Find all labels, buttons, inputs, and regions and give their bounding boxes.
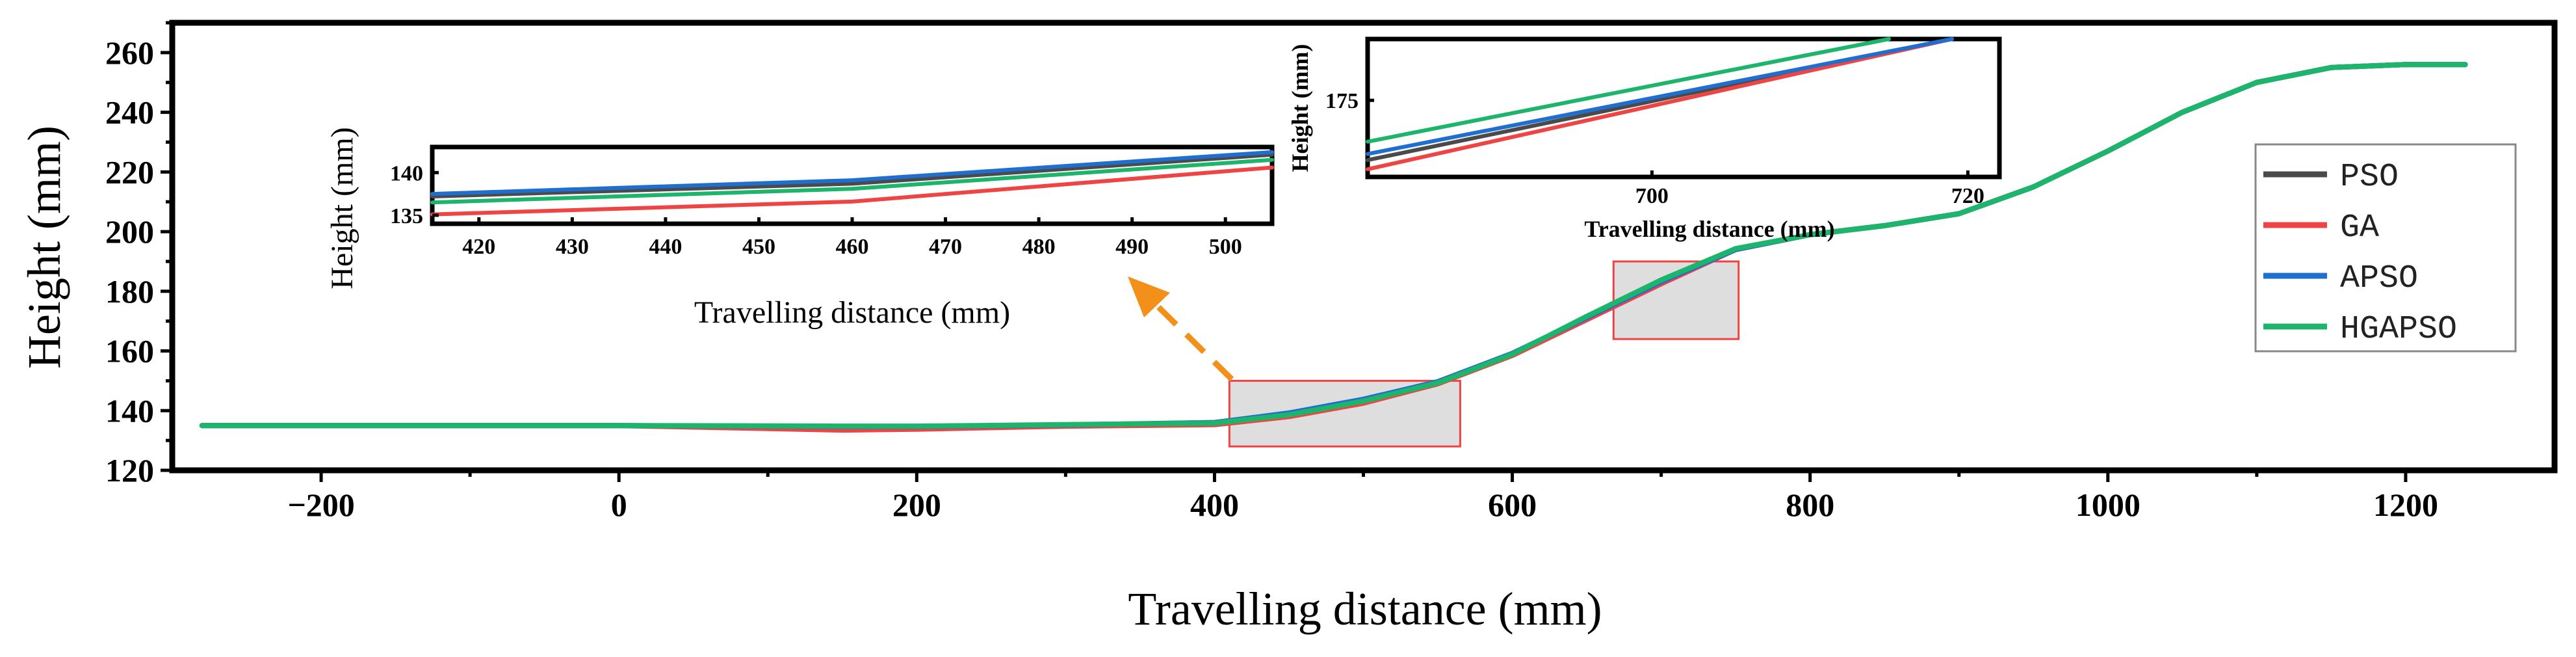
y-tick-label: 220 <box>105 154 154 190</box>
inset1-x-tick-label: 480 <box>1022 235 1056 259</box>
inset2-y-tick-label: 175 <box>1325 89 1359 113</box>
inset-2-y-ticks: 175 <box>1325 89 1374 113</box>
y-tick-label: 240 <box>105 94 154 131</box>
inset1-y-tick-label: 135 <box>390 204 423 228</box>
inset-2: 700 720 175 Travelling distance (mm) Heig… <box>1287 36 2002 242</box>
inset1-y-tick-label: 140 <box>390 161 423 185</box>
inset1-x-tick-label: 450 <box>742 235 775 259</box>
inset-1-y-title: Height (mm) <box>325 127 359 289</box>
inset-1: 420 430 440 450 460 470 480 490 500 135 140 Trave… <box>325 127 1275 330</box>
series-line-ga <box>199 62 2468 433</box>
x-tick-label: 1000 <box>2075 487 2140 523</box>
inset2-line-ga <box>1366 37 1955 172</box>
legend-label-pso: PSO <box>2340 159 2399 196</box>
inset1-line-apso <box>430 150 1274 196</box>
inset1-line-ga <box>430 165 1274 217</box>
inset1-x-tick-label: 430 <box>556 235 589 259</box>
main-series-group <box>199 62 2468 433</box>
legend-label-ga: GA <box>2340 209 2379 247</box>
inset1-x-tick-label: 420 <box>462 235 495 259</box>
inset-2-frame <box>1365 36 2002 180</box>
y-tick-label: 180 <box>105 273 154 310</box>
inset-1-x-ticks: 420 430 440 450 460 470 480 490 500 <box>462 217 1242 259</box>
x-tick-label: 0 <box>611 487 627 523</box>
x-tick-label: 800 <box>1786 487 1834 523</box>
series-line-apso <box>199 62 2468 429</box>
inset-1-y-ticks: 135 140 <box>390 161 439 228</box>
inset2-line-apso <box>1366 37 1955 156</box>
legend-label-hgapso: HGAPSO <box>2340 311 2457 348</box>
legend-box <box>2254 143 2517 353</box>
y-tick-label: 140 <box>105 392 154 429</box>
y-axis-title: Height (mm) <box>18 126 70 369</box>
inset2-x-tick-label: 700 <box>1635 184 1669 208</box>
main-x-ticks: −200 0 200 400 600 800 1000 1200 <box>287 470 2438 523</box>
x-tick-label: 1200 <box>2373 487 2438 523</box>
inset-2-x-title: Travelling distance (mm) <box>1584 216 1834 242</box>
y-tick-label: 260 <box>105 34 154 71</box>
main-y-ticks: 120 140 160 180 200 220 240 260 <box>105 21 172 489</box>
inset1-x-tick-label: 460 <box>836 235 869 259</box>
zoom-boxes <box>1228 260 1740 448</box>
inset2-line-hgapso <box>1366 37 1891 144</box>
inset1-x-tick-label: 440 <box>649 235 682 259</box>
legend-items: PSO GA APSO HGAPSO <box>2263 159 2457 348</box>
series-line-pso <box>199 62 2468 430</box>
inset-2-y-title: Height (mm) <box>1287 44 1313 172</box>
inset1-x-tick-label: 470 <box>929 235 962 259</box>
inset-1-series-group <box>430 150 1274 217</box>
inset1-x-tick-label: 490 <box>1115 235 1149 259</box>
inset1-x-tick-label: 500 <box>1209 235 1242 259</box>
y-tick-label: 200 <box>105 213 154 250</box>
legend: PSO GA APSO HGAPSO <box>2254 143 2517 353</box>
y-tick-label: 160 <box>105 333 154 369</box>
x-tick-label: 400 <box>1190 487 1239 523</box>
inset-2-series-group <box>1366 37 1955 172</box>
x-axis-title: Travelling distance (mm) <box>1128 583 1602 635</box>
x-tick-label: 200 <box>892 487 941 523</box>
inset-2-x-ticks: 700 720 <box>1635 170 1984 208</box>
inset1-line-hgapso <box>430 157 1274 205</box>
inset1-line-pso <box>430 152 1274 198</box>
inset-1-x-title: Travelling distance (mm) <box>694 295 1010 330</box>
inset2-x-tick-label: 720 <box>1951 184 1984 208</box>
series-line-hgapso <box>199 62 2468 429</box>
x-tick-label: 600 <box>1488 487 1537 523</box>
zoom-arrow <box>1128 276 1234 382</box>
legend-label-apso: APSO <box>2340 260 2418 297</box>
y-tick-label: 120 <box>105 452 154 489</box>
x-tick-label: −200 <box>287 487 355 523</box>
